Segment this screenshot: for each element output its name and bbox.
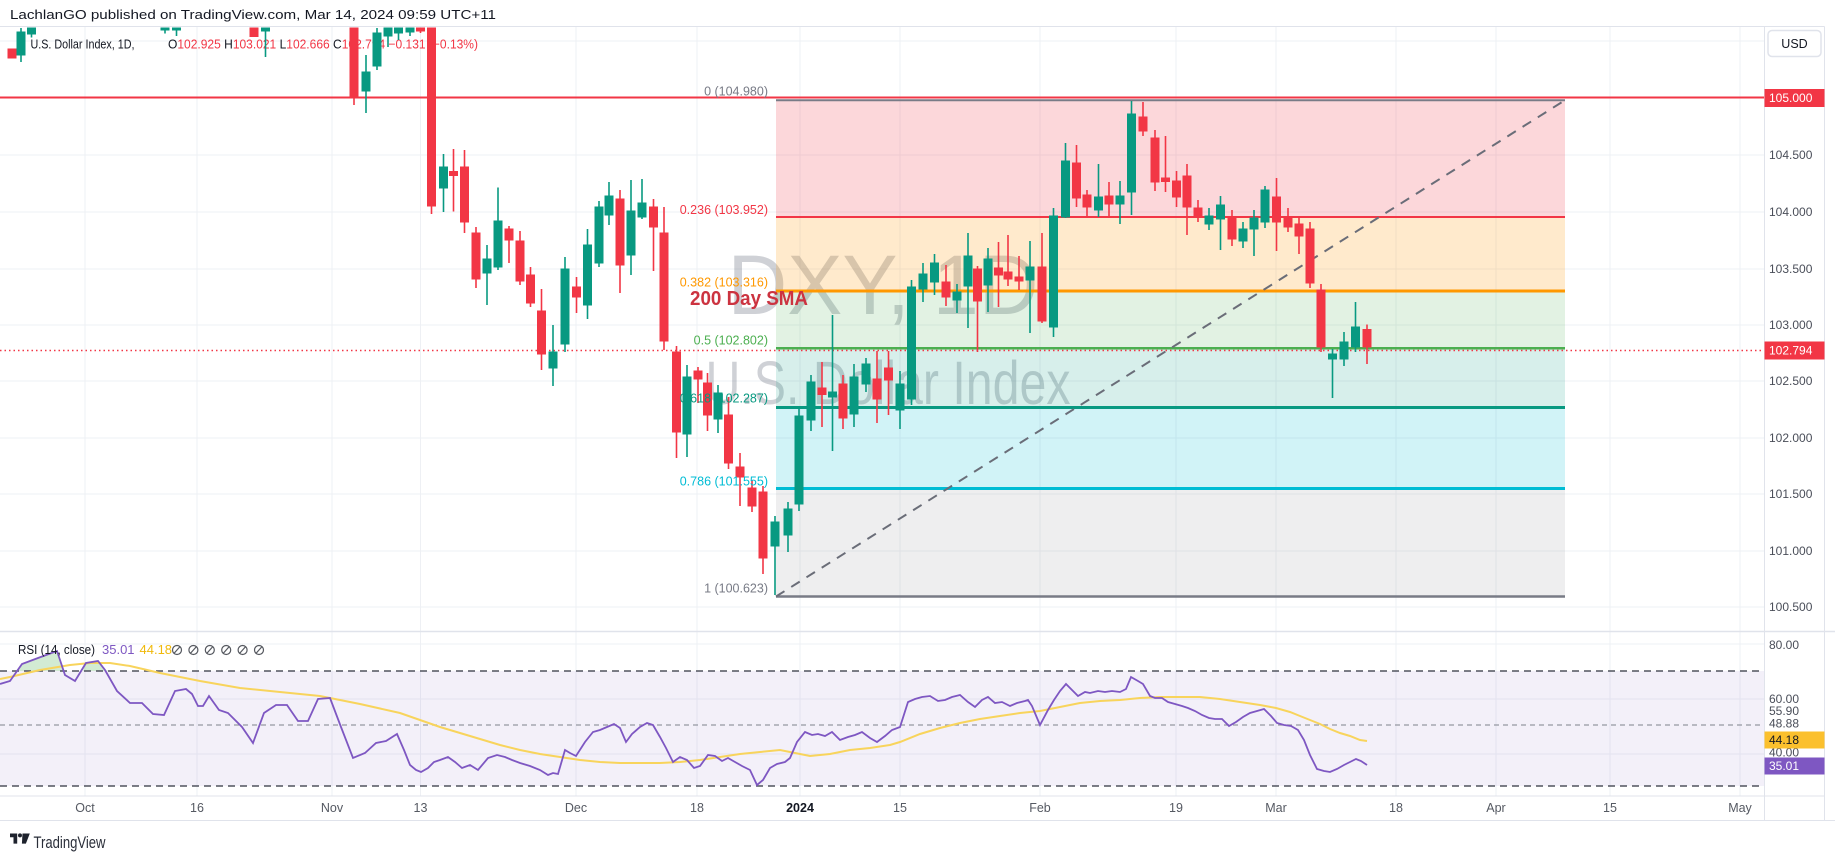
svg-text:0.618 (102.287): 0.618 (102.287) [680,392,768,406]
svg-text:0 (104.980): 0 (104.980) [704,85,768,99]
svg-text:19: 19 [1169,801,1183,815]
svg-text:16: 16 [190,801,204,815]
svg-text:0.382 (103.316): 0.382 (103.316) [680,276,768,290]
svg-text:1 (100.623): 1 (100.623) [704,582,768,596]
svg-text:13: 13 [414,801,428,815]
svg-text:0.5 (102.802): 0.5 (102.802) [694,334,768,348]
svg-text:Mar: Mar [1265,801,1287,815]
svg-text:48.88: 48.88 [1769,717,1799,731]
svg-text:100.500: 100.500 [1769,600,1813,614]
svg-text:103.000: 103.000 [1769,318,1813,332]
svg-text:104.000: 104.000 [1769,205,1813,219]
svg-text:RSI (14, close): RSI (14, close) [18,642,95,657]
svg-text:TradingView: TradingView [34,834,106,852]
svg-text:15: 15 [1603,801,1617,815]
svg-text:200 Day SMA: 200 Day SMA [690,288,808,310]
svg-text:101.500: 101.500 [1769,487,1813,501]
svg-text:102.500: 102.500 [1769,374,1813,388]
svg-text:103.500: 103.500 [1769,262,1813,276]
svg-text:55.90: 55.90 [1769,704,1799,718]
svg-text:Dec: Dec [565,801,587,815]
svg-text:44.18: 44.18 [1769,733,1799,747]
svg-text:U.S. Dollar Index, 1D,: U.S. Dollar Index, 1D, [31,37,135,52]
svg-text:0.236 (103.952): 0.236 (103.952) [680,203,768,217]
svg-text:102.794: 102.794 [1769,344,1813,358]
svg-text:Oct: Oct [75,801,95,815]
svg-text:18: 18 [690,801,704,815]
svg-text:Apr: Apr [1486,801,1505,815]
svg-text:101.000: 101.000 [1769,544,1813,558]
svg-text:Nov: Nov [321,801,344,815]
svg-text:44.18: 44.18 [140,642,173,657]
svg-text:15: 15 [893,801,907,815]
svg-text:104.500: 104.500 [1769,148,1813,162]
svg-text:Feb: Feb [1029,801,1051,815]
svg-text:18: 18 [1389,801,1403,815]
svg-text:USD: USD [1781,37,1807,51]
svg-text:May: May [1728,801,1752,815]
svg-text:80.00: 80.00 [1769,638,1799,652]
svg-text:105.000: 105.000 [1769,91,1813,105]
svg-text:35.01: 35.01 [1769,759,1799,773]
svg-text:2024: 2024 [786,801,814,815]
svg-text:0.786 (101.555): 0.786 (101.555) [680,475,768,489]
svg-text:40.00: 40.00 [1769,746,1799,760]
svg-text:60.00: 60.00 [1769,692,1799,706]
svg-text:35.01: 35.01 [102,642,135,657]
svg-text:LachlanGO published on Trading: LachlanGO published on TradingView.com, … [10,7,496,22]
svg-text:102.000: 102.000 [1769,431,1813,445]
